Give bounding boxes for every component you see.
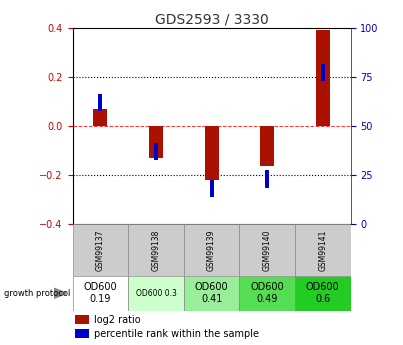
Bar — [210, 180, 214, 197]
Bar — [184, 276, 239, 310]
Bar — [239, 276, 295, 310]
Bar — [128, 276, 184, 310]
Bar — [321, 64, 325, 81]
Bar — [75, 329, 89, 338]
Text: GSM99138: GSM99138 — [152, 229, 160, 271]
Text: GSM99140: GSM99140 — [263, 229, 272, 271]
Bar — [98, 94, 102, 111]
Text: growth protocol: growth protocol — [4, 289, 71, 298]
Bar — [295, 224, 351, 276]
Polygon shape — [54, 288, 66, 298]
Bar — [154, 143, 158, 160]
Text: GSM99139: GSM99139 — [207, 229, 216, 271]
Text: log2 ratio: log2 ratio — [94, 315, 141, 325]
Title: GDS2593 / 3330: GDS2593 / 3330 — [155, 12, 268, 27]
Text: OD600
0.41: OD600 0.41 — [195, 283, 229, 304]
Bar — [239, 224, 295, 276]
Text: percentile rank within the sample: percentile rank within the sample — [94, 329, 259, 339]
Bar — [260, 126, 274, 167]
Bar — [73, 276, 128, 310]
Bar — [93, 109, 107, 126]
Bar — [128, 224, 184, 276]
Bar — [295, 276, 351, 310]
Bar — [149, 126, 163, 158]
Bar — [184, 224, 239, 276]
Bar — [73, 224, 128, 276]
Text: OD600
0.49: OD600 0.49 — [250, 283, 284, 304]
Text: OD600
0.19: OD600 0.19 — [83, 283, 117, 304]
Bar — [316, 30, 330, 126]
Text: GSM99137: GSM99137 — [96, 229, 105, 271]
Bar — [265, 170, 269, 188]
Text: GSM99141: GSM99141 — [318, 229, 327, 271]
Bar — [205, 126, 218, 180]
Text: OD600
0.6: OD600 0.6 — [306, 283, 340, 304]
Text: OD600 0.3: OD600 0.3 — [135, 289, 177, 298]
Bar — [75, 315, 89, 324]
